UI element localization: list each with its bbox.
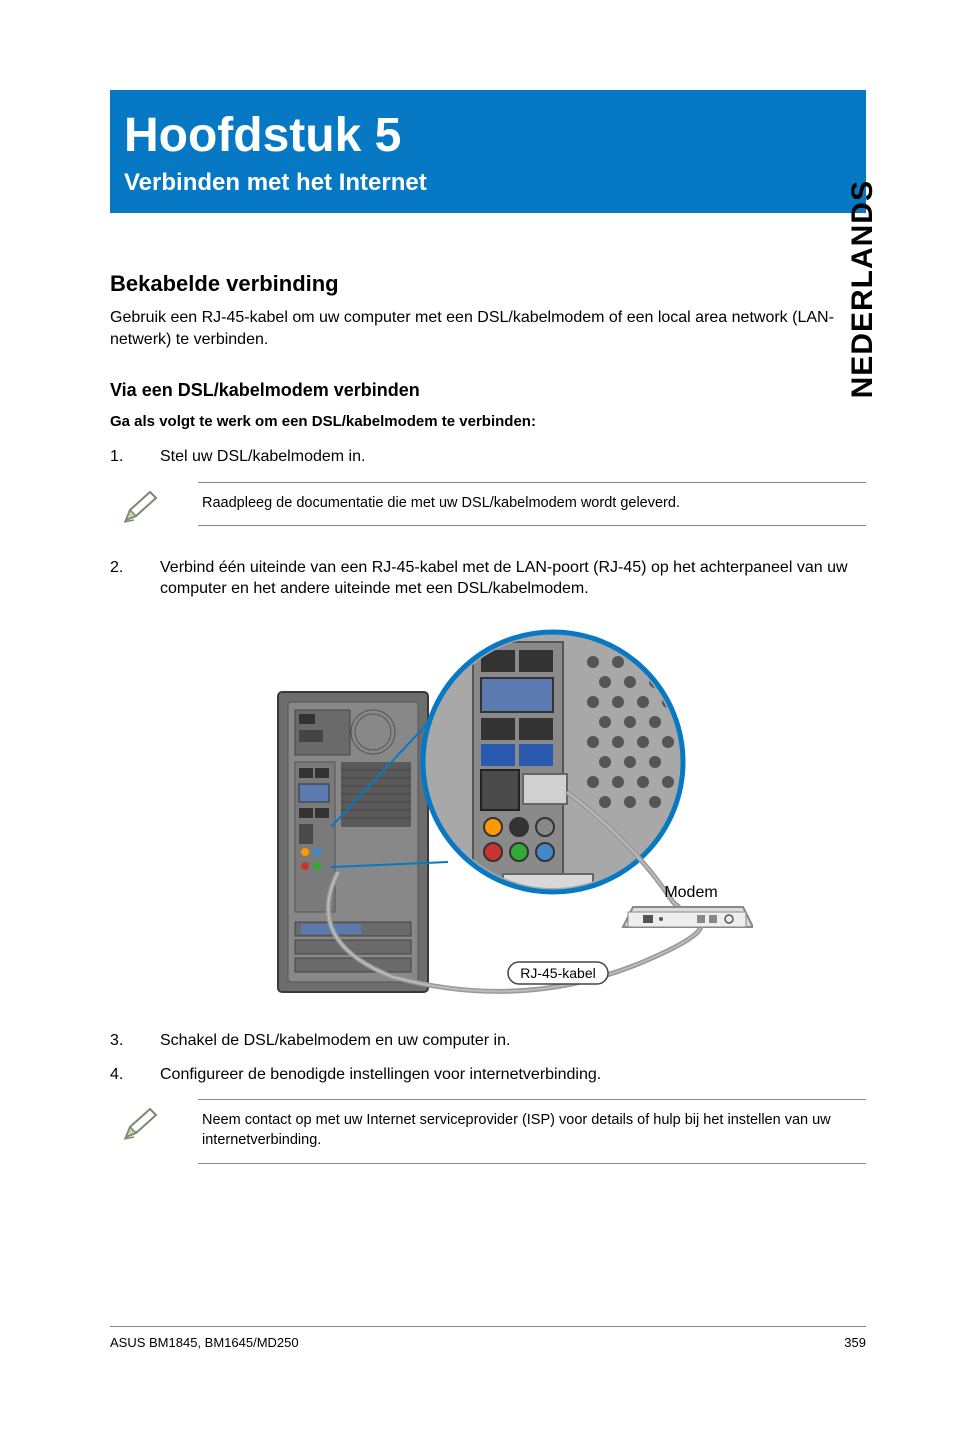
section-title: Bekabelde verbinding	[110, 271, 866, 297]
step-text: Configureer de benodigde instellingen vo…	[160, 1064, 866, 1086]
note-content: Neem contact op met uw Internet servicep…	[198, 1099, 866, 1164]
note-text: Neem contact op met uw Internet servicep…	[202, 1110, 862, 1151]
subsection-title: Via een DSL/kabelmodem verbinden	[110, 380, 866, 401]
note-content: Raadpleeg de documentatie die met uw DSL…	[198, 482, 866, 526]
chapter-title: Hoofdstuk 5	[124, 108, 852, 163]
note-text: Raadpleeg de documentatie die met uw DSL…	[202, 493, 862, 513]
step-number: 2.	[110, 557, 160, 600]
chapter-header: Hoofdstuk 5 Verbinden met het Internet	[110, 90, 866, 213]
diagram-container: Modem RJ-45-kabel	[110, 622, 866, 1002]
cable-label: RJ-45-kabel	[520, 965, 595, 981]
connection-diagram: Modem RJ-45-kabel	[223, 622, 753, 1002]
step-item: 4. Configureer de benodigde instellingen…	[110, 1064, 866, 1086]
step-text: Stel uw DSL/kabelmodem in.	[160, 446, 866, 468]
section-body: Gebruik een RJ-45-kabel om uw computer m…	[110, 307, 866, 350]
step-item: 2. Verbind één uiteinde van een RJ-45-ka…	[110, 557, 866, 600]
step-list-2: 2. Verbind één uiteinde van een RJ-45-ka…	[110, 557, 866, 600]
language-sidebar-label: NEDERLANDS	[846, 180, 880, 398]
step-number: 4.	[110, 1064, 160, 1086]
pencil-icon	[110, 1099, 198, 1148]
page-content: Hoofdstuk 5 Verbinden met het Internet B…	[0, 0, 954, 1164]
step-list-3: 3. Schakel de DSL/kabelmodem en uw compu…	[110, 1030, 866, 1085]
pencil-icon	[110, 482, 198, 531]
step-item: 1. Stel uw DSL/kabelmodem in.	[110, 446, 866, 468]
page-footer: ASUS BM1845, BM1645/MD250 359	[110, 1326, 866, 1350]
step-item: 3. Schakel de DSL/kabelmodem en uw compu…	[110, 1030, 866, 1052]
modem-graphic	[623, 907, 753, 927]
step-text: Schakel de DSL/kabelmodem en uw computer…	[160, 1030, 866, 1052]
step-text: Verbind één uiteinde van een RJ-45-kabel…	[160, 557, 866, 600]
chapter-subtitle: Verbinden met het Internet	[124, 169, 852, 197]
note-box-2: Neem contact op met uw Internet servicep…	[110, 1099, 866, 1164]
modem-label: Modem	[664, 884, 717, 901]
footer-left: ASUS BM1845, BM1645/MD250	[110, 1335, 299, 1350]
subsection-instruction: Ga als volgt te werk om een DSL/kabelmod…	[110, 413, 866, 430]
footer-page-number: 359	[844, 1335, 866, 1350]
step-number: 1.	[110, 446, 160, 468]
note-box-1: Raadpleeg de documentatie die met uw DSL…	[110, 482, 866, 531]
step-list-1: 1. Stel uw DSL/kabelmodem in.	[110, 446, 866, 468]
step-number: 3.	[110, 1030, 160, 1052]
